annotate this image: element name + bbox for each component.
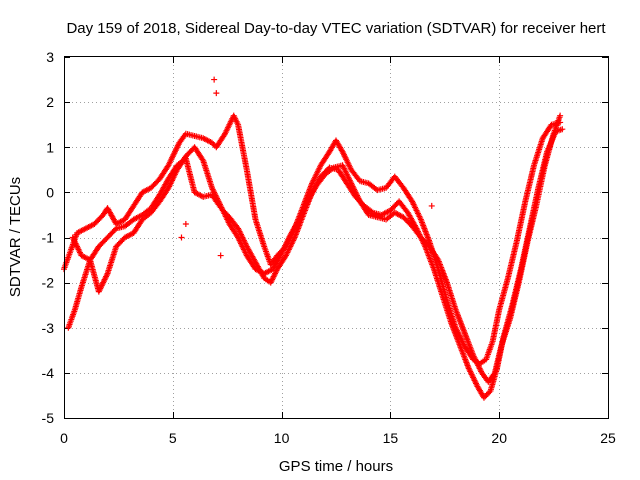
x-tick-label: 5 — [169, 430, 177, 446]
data-point — [559, 126, 566, 133]
outlier-point — [211, 76, 218, 83]
x-tick-label: 10 — [274, 430, 290, 446]
y-tick-label: 1 — [46, 139, 54, 155]
y-tick-label: -1 — [42, 230, 55, 246]
axis-ticks: 0 5 10 15 20 25 -5 -4 -3 -2 -1 0 1 2 3 — [42, 49, 616, 446]
y-tick-label: 2 — [46, 94, 54, 110]
x-tick-label: 25 — [600, 430, 616, 446]
data-point — [482, 393, 489, 400]
outlier-point — [213, 90, 220, 97]
data-point — [484, 390, 491, 397]
y-tick-label: -3 — [42, 320, 55, 336]
outlier-point — [182, 220, 189, 227]
plot-frame — [64, 56, 609, 419]
y-tick-label: -5 — [42, 410, 55, 426]
y-tick-label: -4 — [42, 365, 55, 381]
data-points — [61, 76, 566, 401]
x-tick-label: 0 — [60, 430, 68, 446]
x-tick-label: 20 — [491, 430, 507, 446]
y-tick-label: 3 — [46, 49, 54, 65]
data-point — [480, 394, 487, 401]
x-tick-label: 15 — [383, 430, 399, 446]
data-point — [483, 391, 490, 398]
data-point — [199, 156, 206, 163]
outlier-point — [217, 252, 224, 259]
outlier-point — [178, 234, 185, 241]
outlier-point — [428, 202, 435, 209]
y-tick-label: 0 — [46, 184, 54, 200]
x-axis-label: GPS time / hours — [279, 458, 393, 475]
grid — [64, 57, 608, 418]
y-axis-label: SDTVAR / TECUs — [7, 177, 24, 297]
data-point — [557, 112, 564, 119]
y-tick-label: -2 — [42, 275, 55, 291]
chart-title: Day 159 of 2018, Sidereal Day-to-day VTE… — [66, 20, 606, 37]
